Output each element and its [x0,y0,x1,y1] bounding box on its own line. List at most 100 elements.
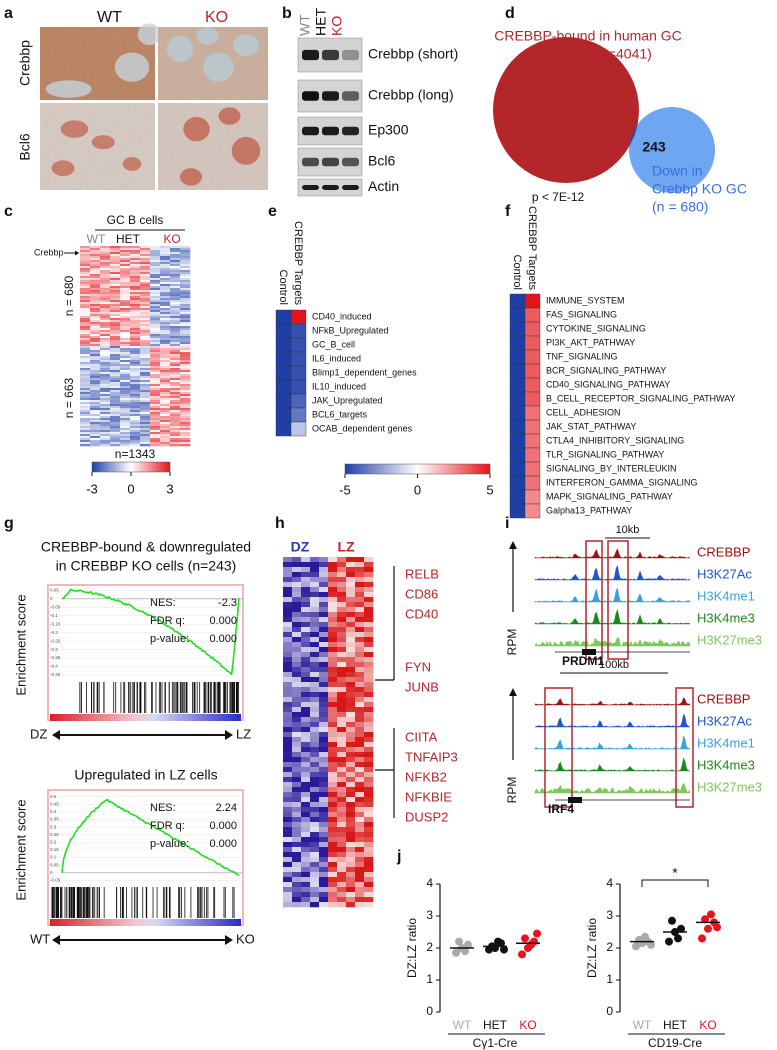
heatmap-cell [283,677,293,683]
heatmap-cell [180,344,191,347]
heatmap-cell [150,388,161,391]
heatmap-cell [319,852,329,858]
heatmap-cell [319,862,329,868]
heatmap-cell [140,306,151,309]
heatmap-cell [80,310,91,313]
heatmap-cell [180,360,191,363]
heatmap-cell [160,344,171,347]
heatmap-cell [90,286,101,289]
heatmap-cell [319,592,329,598]
heatmap-cell [275,421,292,437]
heatmap-cell [180,252,191,255]
heatmap-cell [346,862,356,868]
heatmap-cell [292,592,302,598]
heatmap-cell [100,428,111,431]
heatmap-cell [364,742,374,748]
heatmap-cell [364,832,374,838]
point [527,940,535,949]
heatmap-cell [140,360,151,363]
heatmap-cell [110,364,121,367]
heatmap-cell [130,292,141,295]
heatmap-cell [130,324,141,327]
blot-band [342,157,359,167]
heatmap-cell [328,572,338,578]
heatmap-cell [346,567,356,573]
heatmap-cell [110,398,121,401]
heatmap-cell [170,342,181,345]
heatmap-cell [90,392,101,395]
heatmap-cell [180,270,191,273]
heatmap-cell [180,386,191,389]
heatmap-cell [150,418,161,421]
heatmap-cell [120,368,131,371]
heatmap-cell [130,314,141,317]
heatmap-cell [80,246,91,249]
heatmap-cell [364,582,374,588]
heatmap-cell [170,270,181,273]
heatmap-cell [283,612,293,618]
heatmap-cell [130,302,141,305]
heatmap-cell [130,368,141,371]
heatmap-cell [319,872,329,878]
heatmap-cell [355,587,365,593]
heatmap-cell [150,274,161,277]
heatmap-cell [180,442,191,445]
heatmap-cell [80,394,91,397]
heatmap-cell [160,394,171,397]
heatmap-cell [180,432,191,435]
heatmap-cell [364,697,374,703]
heatmap-cell [80,366,91,369]
heatmap-cell [120,310,131,313]
heatmap-cell [90,372,101,375]
heatmap-cell [355,812,365,818]
heatmap-cell [90,328,101,331]
heatmap-cell [160,290,171,293]
heatmap-cell [130,322,141,325]
heatmap-cell [160,374,171,377]
heatmap-cell [150,378,161,381]
heatmap-cell [170,314,181,317]
y-tick-label: 0.45 [50,801,59,806]
blot-band [302,126,319,136]
heatmap-cell [90,246,101,249]
heatmap-cell [130,320,141,323]
heatmap-cell [100,272,111,275]
heatmap-cell [120,314,131,317]
heatmap-cell [180,258,191,261]
heatmap-cell [120,352,131,355]
heatmap-cell [364,852,374,858]
heatmap-cell [120,274,131,277]
heatmap-cell [292,747,302,753]
heatmap-cell [150,248,161,251]
heatmap-cell [130,270,141,273]
heatmap-cell [140,388,151,391]
heatmap-cell [301,637,311,643]
heatmap-cell [90,440,101,443]
heatmap-cell [110,366,121,369]
heatmap-cell [328,727,338,733]
heatmap-cell [90,276,101,279]
heatmap-cell [180,286,191,289]
heatmap-cell [110,302,121,305]
heatmap-cell [346,722,356,728]
heatmap-cell [110,320,121,323]
heatmap-cell [346,752,356,758]
heatmap-cell [337,882,347,888]
heatmap-cell [170,372,181,375]
heatmap-cell [130,338,141,341]
heatmap-cell [120,398,131,401]
heatmap-cell [337,797,347,803]
heatmap-cell [170,368,181,371]
heatmap-cell [180,288,191,291]
heatmap-cell [170,332,181,335]
row-label: GC_B_cell [312,339,355,349]
heatmap-cell [319,772,329,778]
micrograph-region [166,35,194,63]
heatmap-cell [110,442,121,445]
heatmap-cell [100,348,111,351]
heatmap-cell [355,767,365,773]
heatmap-cell [180,318,191,321]
heatmap-cell [140,376,151,379]
heatmap-cell [364,707,374,713]
heatmap-cell [90,308,101,311]
